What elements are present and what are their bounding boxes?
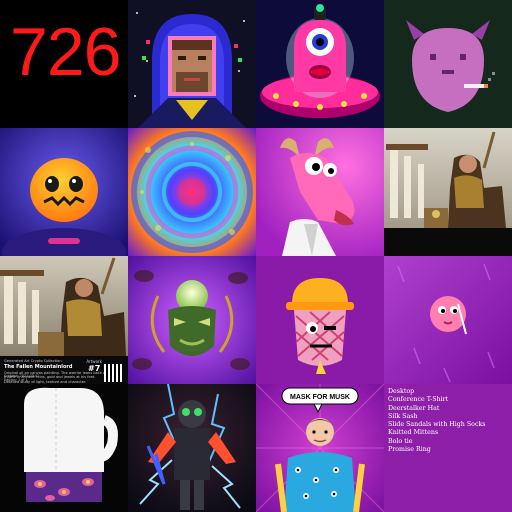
tile-pixel-cat[interactable]: [384, 0, 512, 128]
speech-bubble-text: MASK FOR MUSK: [290, 394, 350, 401]
art-card-caption: Generated Art Crypto Collection The Fall…: [4, 359, 124, 384]
tile-lightning-mech[interactable]: [128, 384, 256, 512]
tile-cyclops-ufo[interactable]: [256, 0, 384, 128]
description-line-2: throne in ancient ruins, gold and jewels…: [4, 375, 96, 379]
series-label: Generated Art Crypto Collection: [4, 359, 62, 363]
tile-ghost-shorts[interactable]: [0, 384, 128, 512]
list-item: Slide Sandals with High Socks: [388, 421, 486, 429]
list-item: Knitted Mittens: [388, 429, 439, 437]
footer-line-2: Edition: 1 of 1: [4, 378, 28, 382]
artwork-number-value: #7: [88, 364, 101, 373]
trait-list: Desktop Conference T-Shirt Deerstalker H…: [384, 384, 512, 454]
tile-mask-for-musk[interactable]: MASK FOR MUSK: [256, 384, 384, 512]
token-number: 726: [10, 14, 121, 90]
list-item: Desktop: [388, 388, 415, 395]
artwork-number-label: Artwork: [86, 359, 102, 364]
list-item: Promise Ring: [388, 446, 431, 454]
tile-oil-painting[interactable]: [384, 128, 512, 256]
card-suit-column: J 5 4 10 K: [6, 4, 30, 128]
description-line-3: Detailed study of light, texture and cha…: [4, 379, 87, 384]
footer-line-1: Created: 2021-03-01: [4, 374, 40, 378]
artwork-number: Artwork #7: [86, 359, 102, 373]
tile-art-card[interactable]: Generated Art Crypto Collection The Fall…: [0, 256, 128, 384]
list-item: Bolo tie: [388, 437, 413, 445]
description-line-1: Original oil on canvas painting. The war…: [4, 370, 111, 375]
list-item: Deerstalker Hat: [388, 404, 440, 412]
list-item: Conference T-Shirt: [388, 396, 449, 404]
tile-pixel-astronaut[interactable]: [128, 0, 256, 128]
qr-code-icon: [104, 364, 122, 382]
artwork-title: The Fallen Mountainlord: [4, 363, 73, 370]
tile-trait-list[interactable]: Desktop Conference T-Shirt Deerstalker H…: [384, 384, 512, 512]
tile-cartoon-goat[interactable]: [256, 128, 384, 256]
tile-number-card[interactable]: 726 J 5 4 10 K: [0, 0, 128, 128]
tile-psychedelic-pattern[interactable]: [128, 128, 256, 256]
tile-hardhat-pineapple[interactable]: [256, 256, 384, 384]
tile-orange-face[interactable]: [0, 128, 128, 256]
art-card-image: [0, 256, 128, 356]
tile-green-mask[interactable]: [128, 256, 256, 384]
list-item: Silk Sash: [388, 412, 418, 420]
art-card-footer: Created: 2021-03-01 Edition: 1 of 1: [4, 374, 39, 382]
tile-pink-blob[interactable]: [384, 256, 512, 384]
